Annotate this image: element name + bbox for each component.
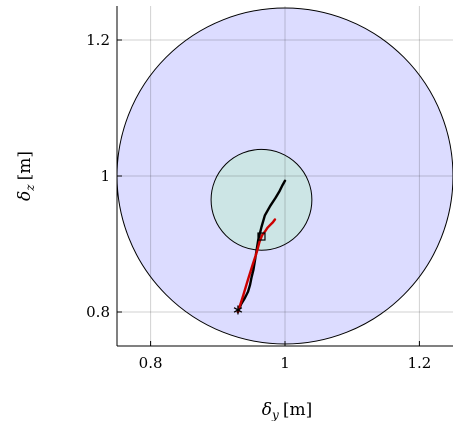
plot-area bbox=[117, 6, 453, 346]
square-marker bbox=[257, 232, 266, 241]
x-tick-label: 0.8 bbox=[139, 354, 163, 372]
y-axis-label: δz[m] bbox=[15, 151, 37, 201]
x-tick-label: 1 bbox=[280, 354, 290, 372]
grid bbox=[117, 6, 453, 346]
y-tick-label: 0.8 bbox=[86, 303, 110, 321]
y-tick-label: 1.2 bbox=[86, 31, 110, 49]
star-stroke bbox=[233, 307, 243, 313]
markers bbox=[233, 232, 266, 315]
series bbox=[236, 179, 287, 314]
trajectory-red bbox=[236, 218, 277, 314]
regions bbox=[117, 7, 453, 345]
start-star-marker bbox=[233, 305, 243, 315]
y-tick-label: 1 bbox=[100, 167, 110, 185]
inner-region-circle bbox=[210, 148, 313, 251]
x-axis-label: δy [m] bbox=[262, 400, 312, 421]
x-tick-label: 1.2 bbox=[407, 354, 431, 372]
ticks: 0.8 1 1.2 0.8 1 1.2 bbox=[86, 31, 431, 372]
